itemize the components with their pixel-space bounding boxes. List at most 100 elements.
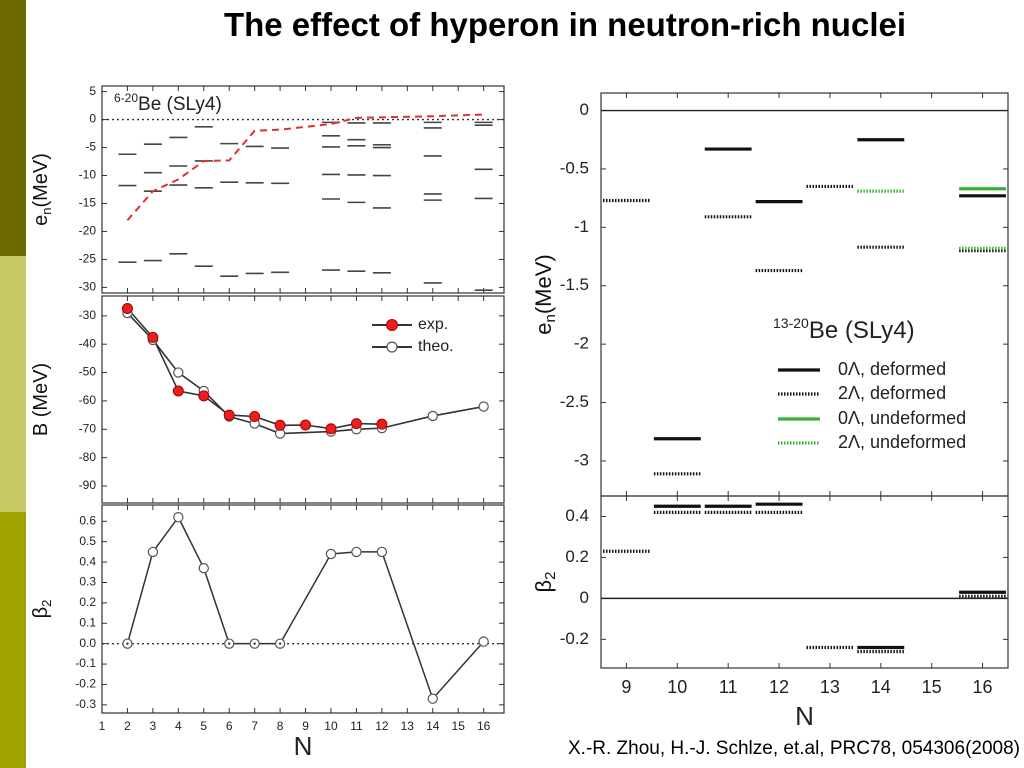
y-tick-label: 0.3 (79, 575, 96, 589)
x-tick-label: 10 (667, 677, 687, 697)
theo-point (427, 410, 438, 422)
series-line-theo (126, 312, 484, 435)
y-tick-label: 0.5 (79, 534, 96, 548)
y-axis-label-unit: (MeV) (531, 254, 556, 314)
x-tick-label: 13 (401, 719, 415, 733)
x-tick-label: 11 (350, 719, 363, 733)
y-axis-label-main: e (30, 215, 52, 226)
y-axis-label: β2 (531, 572, 559, 593)
panel-left-top: 5 0 -5 -10 -15 -20 -25 -30 en(MeV) (30, 84, 505, 294)
exp-point (223, 409, 235, 421)
series-line-exp (126, 307, 382, 430)
y-axis-label-sub: n (39, 208, 54, 215)
y-axis-label-sub: 2 (542, 572, 559, 580)
y-axis-label: en(MeV) (30, 153, 54, 226)
y-tick-label: 0.4 (565, 506, 589, 525)
panel-frame (101, 85, 505, 294)
x-tick-label: 16 (973, 677, 993, 697)
y-tick-label: 0.2 (79, 595, 96, 609)
theo-point (173, 367, 184, 378)
y-tick-label: 0.1 (79, 615, 96, 629)
x-tick-label: 9 (621, 677, 631, 697)
y-axis-label-main: e (531, 322, 556, 334)
y-axis-label-main: β (30, 607, 52, 619)
legend-label-exp: exp. (418, 316, 448, 333)
y-tick-label: -2 (574, 334, 589, 353)
beta2-point (376, 546, 388, 558)
fermi-level-line (126, 113, 484, 221)
y-axis-label-unit: (MeV) (30, 153, 52, 207)
y-tick-label: -15 (79, 196, 97, 210)
y-tick-label: -50 (79, 365, 97, 379)
y-tick-label: -1.5 (560, 275, 589, 294)
legend-label-theo: theo. (418, 338, 454, 355)
panel-frame (600, 495, 1009, 669)
y-tick-label: -80 (79, 450, 97, 464)
y-tick-label: -0.5 (560, 158, 589, 177)
beta2-point-center (253, 642, 256, 645)
y-tick-label: -1 (574, 217, 589, 236)
exp-point (198, 390, 210, 402)
y-tick-label: -30 (79, 308, 97, 322)
x-tick-label: 1 (99, 719, 106, 733)
citation-text: X.-R. Zhou, H.-J. Schlze, et.al, PRC78, … (568, 738, 1020, 759)
legend-label: 0Λ, deformed (838, 359, 946, 379)
y-tick-label: -0.1 (75, 656, 96, 670)
beta2-point (173, 512, 184, 523)
y-tick-label: -5 (85, 140, 96, 154)
beta2-point (427, 693, 438, 704)
x-tick-label: 15 (922, 677, 942, 697)
x-tick-label: 3 (150, 719, 157, 733)
beta2-point (147, 546, 159, 558)
panel-title-sup: 6-20 (114, 91, 138, 105)
panel-right-top: 0 -0.5 -1 -1.5 -2 -2.5 -3 en(MeV) (531, 92, 1009, 497)
x-tick-label: 8 (277, 719, 284, 733)
exp-point (249, 411, 261, 423)
exp-point (172, 385, 184, 397)
y-axis-label: B (MeV) (30, 363, 52, 436)
x-tick-label: 9 (302, 719, 309, 733)
panel-title-sup: 13-20 (773, 315, 809, 331)
y-tick-label: 0 (89, 112, 96, 126)
y-tick-label: 0 (580, 588, 589, 607)
panel-title-main: Be (SLy4) (138, 94, 222, 115)
y-tick-label: 0 (580, 100, 589, 119)
y-tick-label: -25 (79, 252, 97, 266)
y-axis-label: β2 (30, 600, 54, 619)
x-tick-label: 14 (871, 677, 891, 697)
x-tick-label: 15 (452, 719, 466, 733)
panel-left-bottom: 0.60.50.40.30.20.10.0-0.1-0.2-0.31 2 3 4 5 6 7… (30, 504, 505, 761)
y-tick-label: -30 (79, 280, 97, 294)
y-tick-label: 0.6 (79, 513, 96, 527)
y-tick-label: -60 (79, 393, 97, 407)
x-tick-label: 14 (426, 719, 440, 733)
y-axis-label-sub: n (542, 314, 559, 322)
y-axis-label-main: B (MeV) (30, 363, 52, 436)
panel-title: 13-20Be (SLy4) (773, 315, 915, 345)
exp-point (121, 302, 133, 314)
panel-frame (101, 295, 505, 504)
x-tick-label: 4 (175, 719, 182, 733)
legend-marker-theo (386, 341, 398, 353)
y-axis-label-main: β (531, 580, 556, 593)
y-tick-label: -0.2 (560, 629, 589, 648)
stripe-bottom (0, 512, 26, 768)
theo-point (478, 401, 489, 412)
y-tick-label: 0.0 (79, 636, 96, 650)
y-tick-label: -2.5 (560, 392, 589, 411)
exp-point (300, 419, 312, 431)
panel-title-main: Be (SLy4) (809, 317, 915, 344)
y-tick-label: -40 (79, 336, 97, 350)
exp-point (274, 419, 286, 431)
beta2-point (351, 546, 362, 558)
y-tick-label: 0.2 (565, 547, 589, 566)
legend-marker-exp (386, 319, 398, 331)
beta2-point-center (278, 642, 282, 645)
x-tick-label: 13 (820, 677, 840, 697)
x-tick-label: 6 (226, 719, 233, 733)
legend-label: 2Λ, deformed (838, 383, 946, 403)
y-tick-label: -10 (79, 168, 97, 182)
exp-point (376, 418, 388, 430)
panel-title: 6-20Be (SLy4) (114, 91, 222, 115)
